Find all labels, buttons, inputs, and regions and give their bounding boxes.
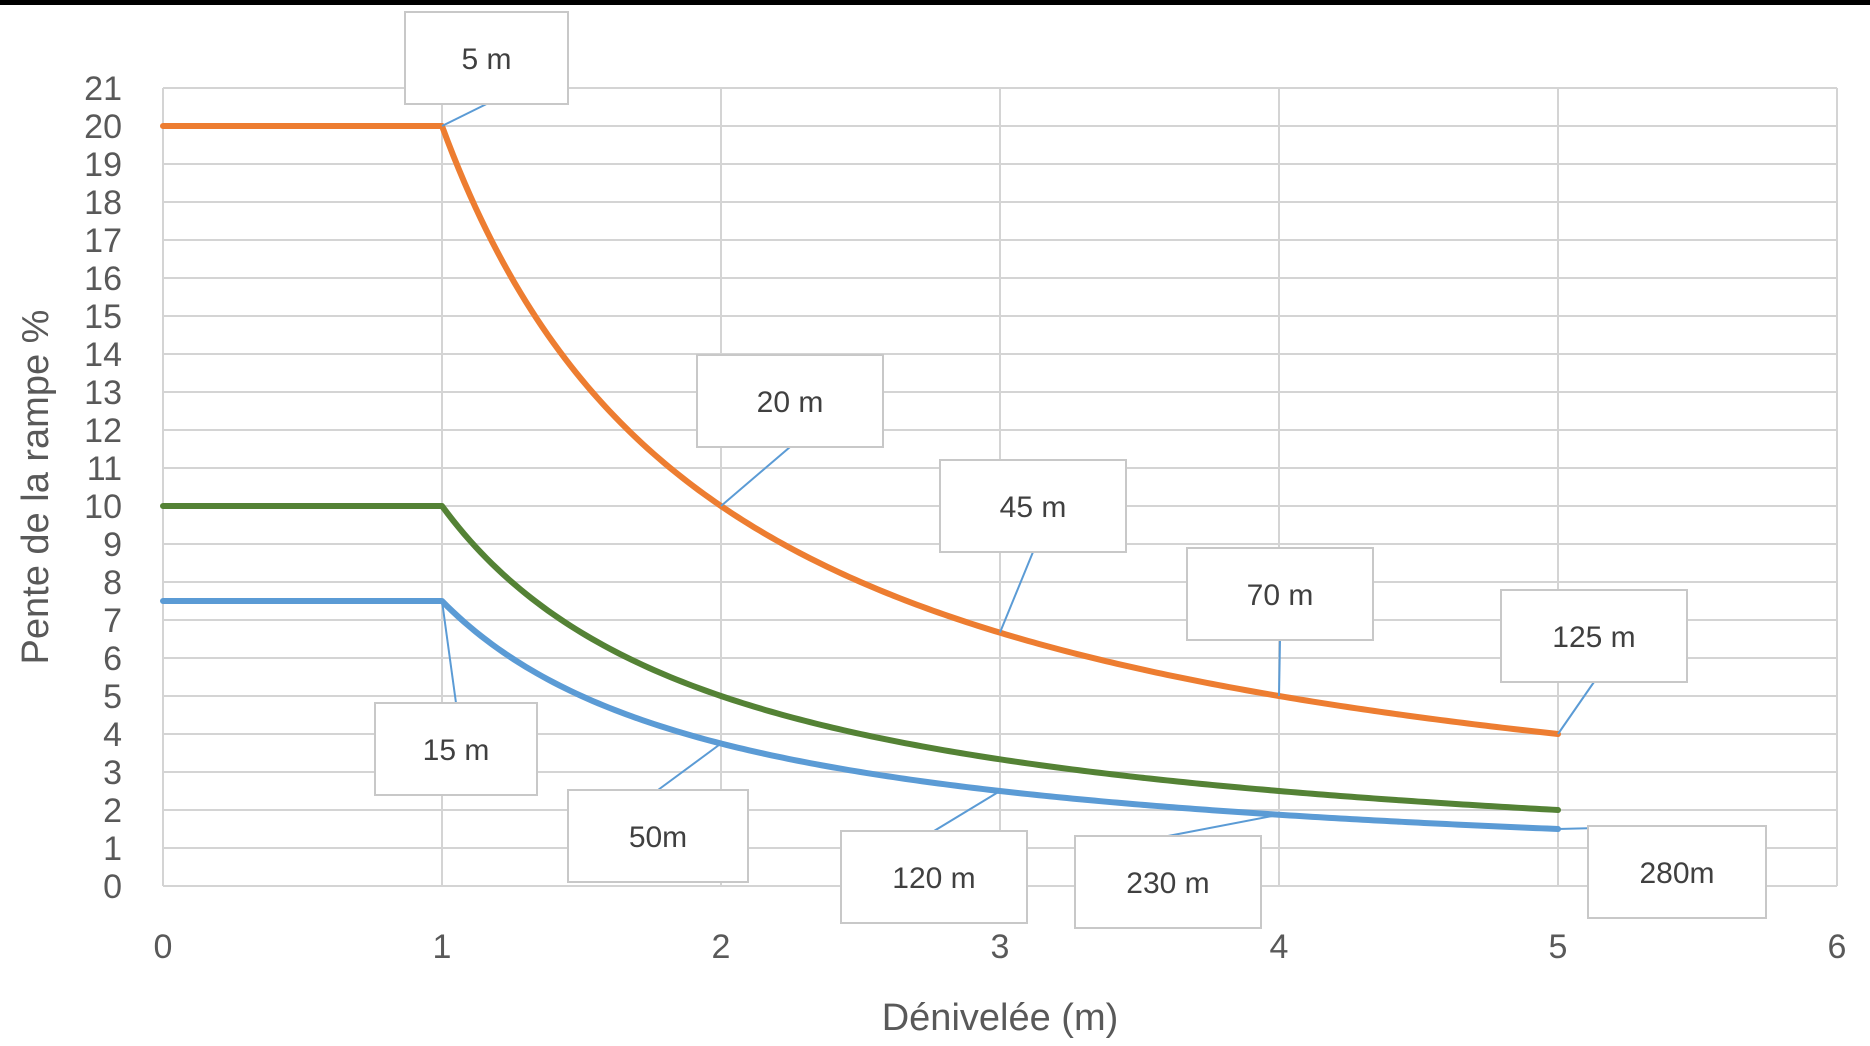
y-tick-label: 21 [84,70,122,108]
top-border [0,0,1870,5]
y-tick-label: 8 [103,564,122,602]
callout: 15 m [374,600,538,796]
y-tick-label: 6 [103,640,122,678]
callout: 280m [1557,825,1767,919]
callout-label: 70 m [1247,579,1314,612]
y-tick-label: 5 [103,678,122,716]
callout-box [567,789,749,883]
x-tick-label: 2 [712,928,731,966]
x-axis-title: Dénivelée (m) [882,997,1119,1039]
x-tick-label: 5 [1549,928,1568,966]
y-tick-label: 20 [84,108,122,146]
y-tick-label: 18 [84,184,122,222]
callout-box [840,830,1028,924]
y-tick-label: 16 [84,260,122,298]
callout-leader [933,790,1001,832]
x-tick-label: 0 [154,928,173,966]
callout: 45 m [939,459,1127,633]
series-line-1 [160,123,1561,737]
callout-box [404,11,569,105]
y-tick-label: 12 [84,412,122,450]
x-tick-label: 3 [991,928,1010,966]
callout-label: 280m [1639,857,1714,890]
y-axis-title: Pente de la rampe % [15,310,57,665]
callout: 50m [567,742,749,883]
callout-label: 50m [629,821,687,854]
callout: 20 m [696,354,884,507]
y-tick-label: 0 [103,868,122,906]
y-tick-label: 7 [103,602,122,640]
y-tick-label: 15 [84,298,122,336]
callout: 230 m [1074,813,1280,929]
callout-leader [999,551,1034,633]
y-tick-label: 1 [103,830,122,868]
callout-box [1186,547,1374,641]
callout: 5 m [404,11,569,127]
callout-leader [1278,639,1281,697]
x-tick-label: 4 [1270,928,1289,966]
y-tick-label: 11 [87,450,122,488]
callout-leader [1167,813,1280,837]
series-line-2 [160,503,1561,813]
callout-label: 15 m [423,734,490,767]
callout-leader [441,103,487,127]
callout-label: 5 m [461,43,511,76]
callout: 70 m [1186,547,1374,697]
callout-box [939,459,1127,553]
callout: 120 m [840,790,1028,924]
callout-box [1074,835,1262,929]
y-tick-label: 2 [103,792,122,830]
y-tick-label: 4 [103,716,122,754]
callout-label: 120 m [892,862,975,895]
y-tick-label: 19 [84,146,122,184]
callout-label: 230 m [1126,867,1209,900]
y-tick-label: 17 [84,222,122,260]
y-tick-label: 9 [103,526,122,564]
callout-label: 20 m [757,386,824,419]
y-tick-label: 3 [103,754,122,792]
x-tick-labels: 0 1 2 3 4 5 6 [154,928,1847,966]
callout-box [696,354,884,448]
y-tick-label: 10 [84,488,122,526]
series-lines [160,123,1561,832]
callout-box [374,702,538,796]
callout-leader [657,742,722,791]
callout-label: 45 m [1000,491,1067,524]
callout-leader [1557,681,1595,735]
callout-leader [720,446,791,507]
callout-box [1500,589,1688,683]
callout-label: 125 m [1552,621,1635,654]
callout-box [1587,825,1767,919]
series-line-3 [160,598,1561,832]
x-tick-label: 1 [433,928,452,966]
callout-leader [441,600,457,704]
callout: 125 m [1500,589,1688,735]
y-tick-label: 13 [84,374,122,412]
x-tick-label: 6 [1828,928,1847,966]
y-tick-label: 14 [84,336,122,374]
callouts: 5 m 20 m 45 m 70 m 125 m 15 m 50m 120 m 230 m 280… [374,11,1767,929]
